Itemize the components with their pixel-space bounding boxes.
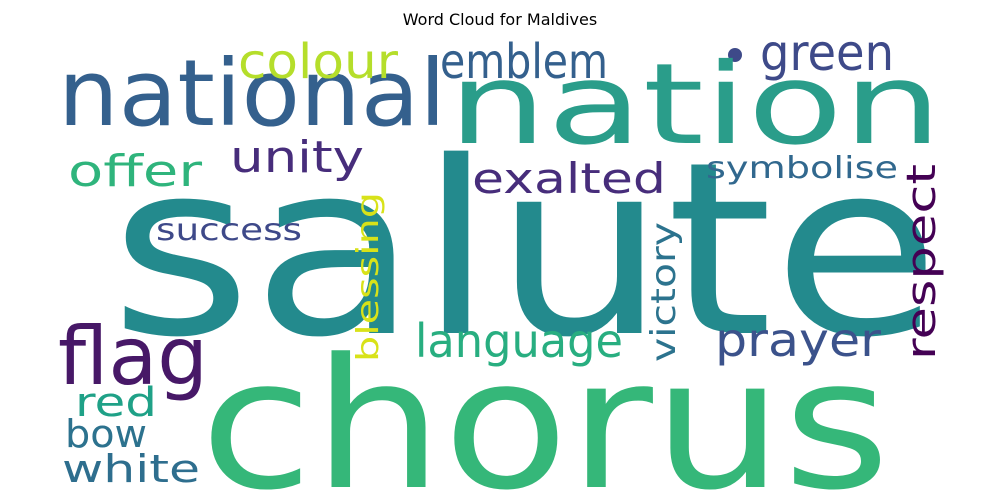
word-flag: flag <box>58 310 208 403</box>
word-victory: victory <box>644 222 684 362</box>
word-exalted: exalted <box>472 154 666 203</box>
word-green: green <box>760 24 894 82</box>
word-nation: nation <box>448 40 942 170</box>
word-language: language <box>415 314 623 368</box>
word-salute: salute <box>110 110 940 390</box>
word-unity: unity <box>230 132 364 183</box>
word-success: success <box>156 213 302 248</box>
word-national: national <box>58 40 446 147</box>
word-prayer: prayer <box>715 313 881 367</box>
word-chorus: chorus <box>200 321 890 500</box>
word-emblem: emblem <box>440 34 608 90</box>
word-colour: colour <box>238 34 398 90</box>
chart-title: Word Cloud for Maldives <box>402 10 598 29</box>
word-symbolise: symbolise <box>706 151 898 186</box>
word-offer: offer <box>68 146 203 197</box>
dot-mark <box>728 48 742 62</box>
word-blessing: blessing <box>351 192 386 362</box>
word-white: white <box>62 447 200 491</box>
word-respect: respect <box>899 164 945 360</box>
word-red: red <box>75 380 157 426</box>
word-bow: bow <box>65 412 147 456</box>
